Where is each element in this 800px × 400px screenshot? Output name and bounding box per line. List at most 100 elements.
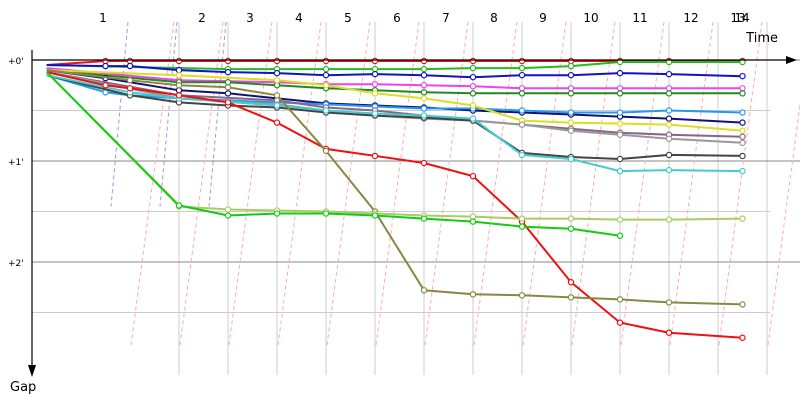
x-tick-label: 3 (246, 11, 254, 25)
data-point (273, 102, 281, 109)
data-point (616, 120, 624, 127)
data-point (518, 121, 526, 128)
data-point (371, 90, 379, 97)
data-point (665, 166, 673, 174)
y-tick-label: +2' (8, 259, 24, 269)
data-point (175, 71, 183, 79)
data-point (665, 70, 673, 78)
data-point (126, 57, 134, 65)
data-point (322, 65, 330, 73)
series-2 (46, 58, 746, 73)
y-tick-label: +1' (8, 158, 24, 168)
data-point (371, 212, 379, 219)
data-point (322, 57, 330, 65)
data-point (322, 210, 330, 217)
data-point (567, 127, 575, 134)
data-point (518, 107, 526, 114)
data-point (739, 152, 746, 160)
data-point (567, 294, 575, 301)
data-point (175, 57, 183, 65)
data-point (126, 85, 134, 92)
data-point (518, 71, 526, 79)
data-point (224, 206, 232, 213)
x-tick-label: 8 (490, 11, 498, 25)
pitstop-line (277, 21, 322, 346)
pitstop-lines (110, 21, 800, 346)
series-3 (46, 62, 746, 81)
data-point (469, 64, 477, 72)
pitstop-line (718, 21, 763, 346)
pitstop-line (179, 21, 224, 346)
data-point (665, 299, 673, 306)
data-point (469, 291, 477, 298)
data-point (273, 119, 281, 126)
data-point (518, 215, 526, 222)
data-point (273, 210, 281, 217)
x-tick-label: 2 (198, 11, 206, 25)
data-point (665, 107, 673, 114)
pitstop-line (228, 21, 273, 346)
x-tick-label: 5 (344, 11, 352, 25)
data-point (616, 216, 624, 223)
data-point (420, 95, 428, 102)
data-point (322, 71, 330, 79)
data-point (371, 152, 379, 160)
data-point (567, 85, 575, 92)
x-tick-label: 9 (539, 11, 547, 25)
data-point (518, 57, 526, 65)
data-point (567, 225, 575, 232)
data-point (739, 215, 746, 222)
data-point (616, 69, 624, 77)
data-point (371, 57, 379, 65)
pitstop-line (571, 21, 616, 346)
data-point (567, 279, 575, 286)
series-line (46, 67, 743, 90)
data-point (665, 329, 673, 336)
data-point (273, 92, 281, 99)
data-point (224, 57, 232, 65)
data-point (469, 73, 477, 81)
data-point (518, 151, 526, 159)
data-point (224, 68, 232, 76)
data-point (420, 215, 428, 222)
data-point (739, 167, 746, 175)
data-point (102, 57, 109, 65)
data-point (567, 71, 575, 79)
data-point (469, 218, 477, 225)
data-point (371, 81, 379, 88)
data-point (273, 76, 281, 84)
data-point (420, 89, 428, 96)
pitstop-line-blue (208, 21, 227, 207)
data-point (371, 110, 379, 117)
series-line (46, 69, 743, 306)
data-point (371, 70, 379, 78)
data-point (567, 109, 575, 116)
pitstop-line (424, 21, 469, 346)
data-point (665, 121, 673, 128)
series-line (46, 69, 743, 132)
data-point (322, 82, 330, 89)
data-point (518, 85, 526, 92)
data-point (616, 319, 624, 326)
data-point (567, 215, 575, 222)
pitstop-line (326, 21, 371, 346)
data-point (739, 334, 746, 341)
data-point (616, 232, 624, 239)
data-point (616, 296, 624, 303)
pitstop-line (767, 100, 800, 346)
data-point (518, 90, 526, 97)
data-point (420, 112, 428, 119)
data-point (567, 119, 575, 126)
data-point (175, 202, 183, 209)
data-point (322, 147, 330, 155)
data-point (371, 65, 379, 73)
series-group (45, 57, 746, 341)
pitstop-line (669, 21, 714, 346)
data-point (665, 115, 673, 122)
data-point (175, 87, 183, 94)
data-point (420, 57, 428, 65)
data-point (739, 119, 746, 126)
data-point (616, 131, 624, 138)
